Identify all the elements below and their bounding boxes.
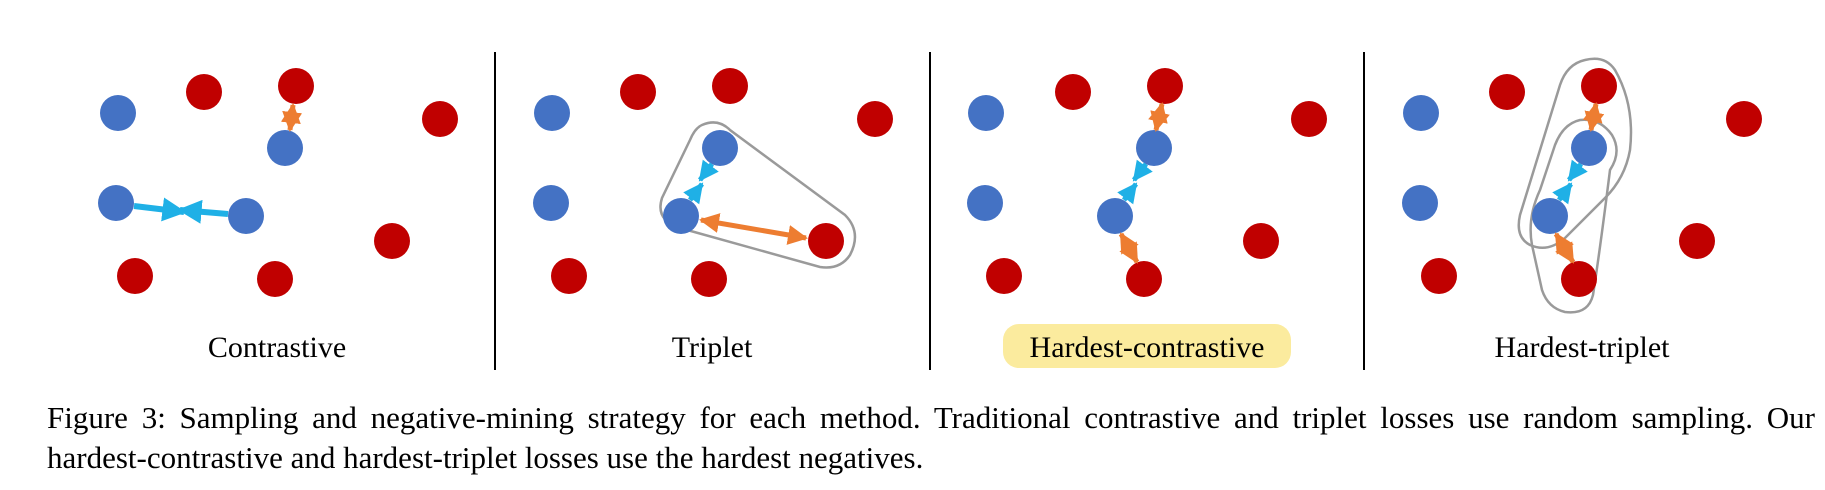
positive-pair-arrow bbox=[698, 159, 719, 182]
negative-point bbox=[278, 68, 314, 104]
negative-point bbox=[1561, 261, 1597, 297]
negative-point bbox=[1726, 101, 1762, 137]
positive-point bbox=[1402, 185, 1438, 221]
negative-point bbox=[1243, 223, 1279, 259]
anchor-point bbox=[1571, 130, 1607, 166]
triplet-outline bbox=[1517, 57, 1633, 250]
negative-point bbox=[808, 223, 844, 259]
negative-point bbox=[1055, 74, 1091, 110]
negative-point bbox=[1421, 258, 1457, 294]
negative-point bbox=[1147, 68, 1183, 104]
negative-point bbox=[857, 101, 893, 137]
positive-point bbox=[968, 95, 1004, 131]
negative-point bbox=[1489, 74, 1525, 110]
positive-point bbox=[967, 185, 1003, 221]
negative-point bbox=[117, 258, 153, 294]
positive-point bbox=[100, 95, 136, 131]
negative-pair-arrow bbox=[1553, 232, 1576, 264]
negative-pair-arrow bbox=[280, 103, 303, 132]
panel-contrastive: Contrastive bbox=[98, 68, 458, 364]
negative-point bbox=[1126, 261, 1162, 297]
panel-label-triplet: Triplet bbox=[672, 331, 753, 364]
triplet-outline bbox=[659, 121, 857, 269]
positive-point bbox=[663, 198, 699, 234]
positive-pair-arrow bbox=[1552, 182, 1573, 205]
negative-point bbox=[422, 101, 458, 137]
positive-point bbox=[534, 95, 570, 131]
positive-pair-arrow bbox=[1132, 159, 1153, 182]
negative-point bbox=[374, 223, 410, 259]
positive-point bbox=[1403, 95, 1439, 131]
anchor-point bbox=[702, 130, 738, 166]
negative-point bbox=[1291, 101, 1327, 137]
positive-pair-arrow bbox=[177, 199, 229, 224]
panel-triplet: Triplet bbox=[533, 68, 893, 364]
positive-point bbox=[98, 185, 134, 221]
positive-point bbox=[228, 198, 264, 234]
negative-point bbox=[712, 68, 748, 104]
positive-pair-arrow bbox=[1117, 182, 1138, 205]
panel-label-contrastive: Contrastive bbox=[208, 331, 346, 364]
negative-pair-arrow bbox=[1118, 232, 1140, 264]
negative-point bbox=[551, 258, 587, 294]
label-highlight bbox=[1003, 324, 1291, 368]
positive-point bbox=[267, 130, 303, 166]
negative-point bbox=[186, 74, 222, 110]
positive-point bbox=[1532, 198, 1568, 234]
negative-pair-arrow bbox=[699, 213, 808, 245]
negative-point bbox=[986, 258, 1022, 294]
negative-point bbox=[691, 261, 727, 297]
negative-pair-arrow bbox=[1148, 102, 1170, 132]
panel-label-hardest-triplet: Hardest-triplet bbox=[1495, 331, 1671, 364]
positive-point bbox=[533, 185, 569, 221]
negative-point bbox=[620, 74, 656, 110]
figure-caption: Figure 3: Sampling and negative-mining s… bbox=[47, 400, 1815, 475]
positive-pair-arrow bbox=[1567, 159, 1588, 182]
negative-point bbox=[1581, 68, 1617, 104]
panel-hardest-triplet: Hardest-triplet bbox=[1402, 57, 1762, 364]
negative-pair-arrow bbox=[1582, 102, 1605, 132]
panel-hardest-contrastive: Hardest-contrastive bbox=[967, 68, 1327, 368]
positive-point bbox=[1136, 130, 1172, 166]
negative-point bbox=[1679, 223, 1715, 259]
negative-point bbox=[257, 261, 293, 297]
panel-label-hardest-contrastive: Hardest-contrastive bbox=[1030, 331, 1265, 364]
positive-point bbox=[1097, 198, 1133, 234]
positive-pair-arrow bbox=[683, 182, 704, 205]
triplet-outline bbox=[1529, 118, 1618, 314]
positive-pair-arrow bbox=[133, 197, 187, 222]
